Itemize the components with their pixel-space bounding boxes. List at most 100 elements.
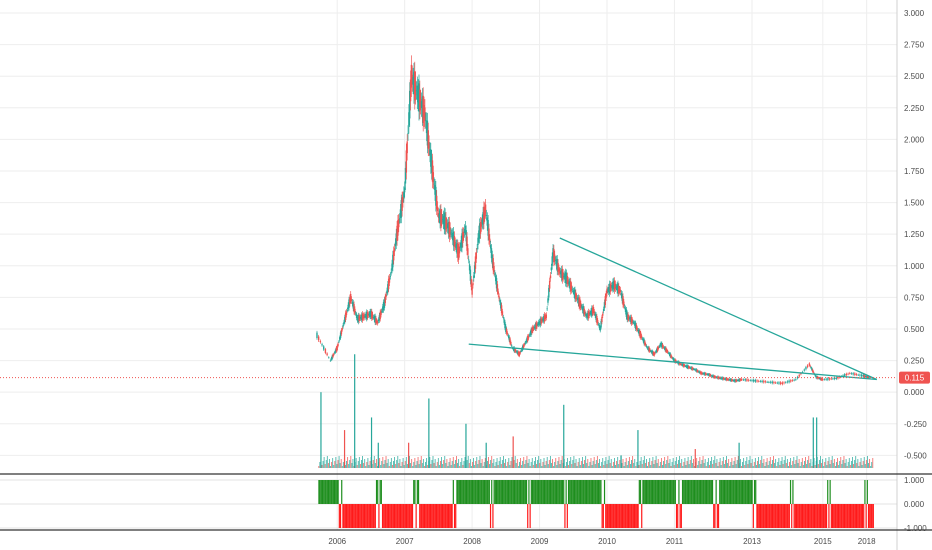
volume-bar (323, 457, 325, 468)
indicator-bar-down (843, 504, 846, 528)
x-tick-label: 2018 (858, 537, 876, 546)
volume-bar (842, 460, 844, 468)
candle-body (641, 338, 644, 340)
volume-bar (390, 458, 392, 468)
trendline[interactable] (559, 237, 878, 381)
indicator-bar-down (564, 504, 566, 528)
indicator-bar-down (447, 504, 450, 528)
indicator-bar-up (711, 480, 714, 504)
candle-body (422, 95, 424, 123)
candle-body (380, 311, 382, 316)
indicator-bar-up (684, 480, 686, 504)
candle-body (366, 312, 369, 318)
indicator-bar-down (804, 504, 806, 528)
candle-body (618, 285, 620, 294)
indicator-bar-up (599, 480, 601, 504)
indicator-bar-down (407, 504, 409, 528)
indicator-bar-up (702, 480, 704, 504)
indicator-bar-down (762, 504, 764, 528)
candle-body (808, 363, 811, 366)
trendlines[interactable] (468, 237, 878, 381)
candle-body (508, 336, 510, 341)
indicator-bar-down (787, 504, 789, 528)
candle-body (648, 347, 650, 352)
indicator-bar-down (355, 504, 357, 528)
indicator-bar-up (690, 480, 692, 504)
indicator-bar-down (774, 504, 776, 528)
candle-body (461, 233, 463, 248)
candle-body (347, 304, 349, 309)
indicator-bar-down (445, 504, 447, 528)
candle-body (481, 219, 483, 224)
volume-bar (701, 460, 703, 468)
volume-bar (686, 461, 688, 468)
volume-bar (702, 456, 704, 468)
volume-bar (355, 458, 357, 468)
candle-body (749, 380, 752, 382)
indicator-bar-down (371, 504, 373, 528)
indicator-bar-down (443, 504, 445, 528)
volume-bar (585, 456, 587, 468)
volume-bar (710, 461, 711, 468)
volume-bar (552, 459, 553, 468)
candle-body (597, 324, 600, 326)
candle-body (445, 217, 447, 230)
indicator-bar-down (369, 504, 372, 528)
candle-body (605, 293, 607, 299)
indicator-bar-down (446, 504, 448, 528)
volume-bar (786, 459, 788, 468)
candle-body (726, 378, 729, 380)
volume-bar (626, 465, 628, 468)
indicator-bar-down (807, 504, 810, 528)
candle-body (339, 332, 342, 339)
candle-body (771, 381, 773, 384)
volume-bar (712, 464, 714, 468)
volume-bar (837, 458, 839, 468)
volume-bar (527, 463, 529, 468)
candle-body (825, 378, 827, 380)
indicator-bar-up (590, 480, 592, 504)
volume-bar (504, 463, 505, 468)
candle-body (618, 289, 621, 292)
indicator-bar-down (791, 504, 793, 528)
candle-body (708, 374, 710, 376)
volume-bar (331, 462, 333, 468)
candle-body (491, 254, 494, 265)
volume-bar (865, 460, 867, 468)
candle-body (439, 210, 441, 224)
volume-bar (560, 460, 562, 468)
volume-bar (741, 466, 742, 468)
candle-body (736, 380, 738, 381)
indicator-bar-up (477, 480, 480, 504)
volume-bar (671, 462, 673, 468)
candle-body (561, 268, 564, 281)
volume-bar (646, 459, 647, 468)
candle-body (567, 280, 569, 283)
indicator-bar-up (473, 480, 475, 504)
volume-bar (474, 465, 476, 468)
indicator-bar-up (687, 480, 690, 504)
indicator-bar-down (389, 504, 391, 528)
volume-bar (522, 461, 524, 468)
indicator-panel (0, 479, 897, 529)
current-price-badge (899, 371, 930, 384)
trendline[interactable] (468, 343, 877, 381)
indicator-bar-up (567, 480, 570, 504)
volume-bar (352, 459, 354, 468)
candle-body (847, 373, 849, 375)
volume-bar (672, 458, 674, 468)
volume-bar (720, 465, 722, 468)
volume-bar (546, 457, 548, 468)
volume-bar (615, 465, 616, 468)
indicator-bar-up (542, 480, 544, 504)
volume-bar (871, 462, 873, 468)
indicator-bar-down (399, 504, 402, 528)
candle-body (814, 374, 816, 376)
volume-bar (374, 463, 376, 468)
volume-bar (456, 456, 457, 468)
indicator-bar-up (413, 480, 415, 504)
candle-body (678, 362, 681, 365)
candle-body (613, 280, 615, 289)
